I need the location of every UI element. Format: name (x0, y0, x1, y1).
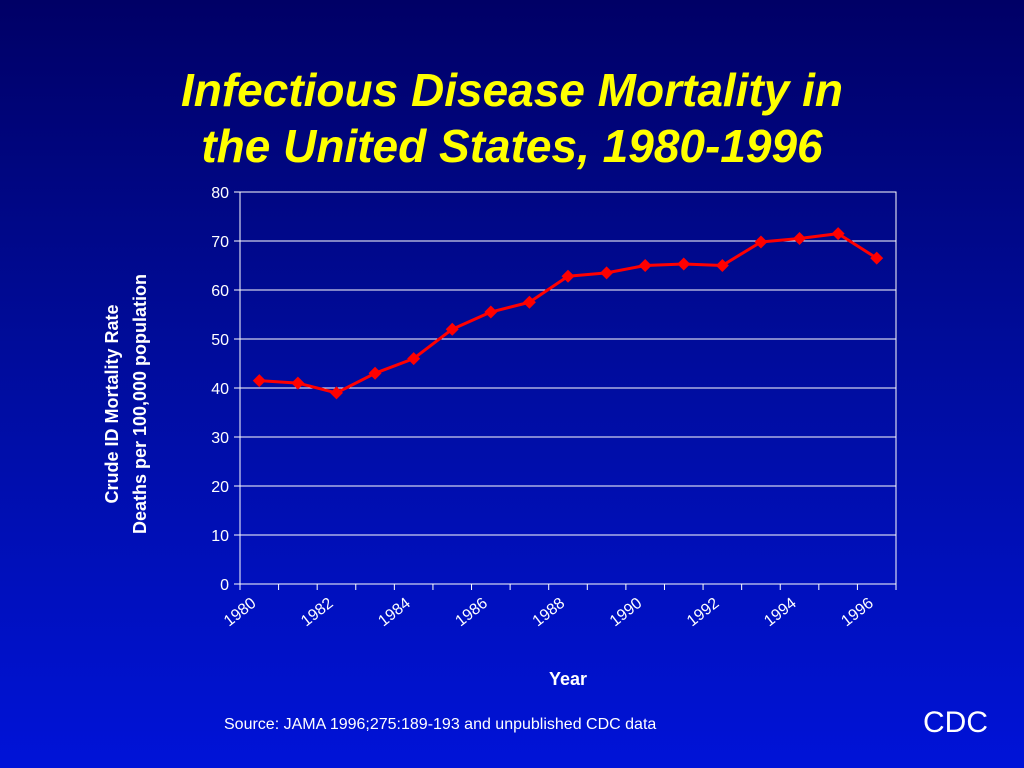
x-tick-label: 1982 (298, 595, 337, 630)
y-tick-label: 30 (211, 430, 229, 447)
data-point (793, 232, 807, 246)
series-line (259, 232, 878, 395)
data-point (638, 259, 652, 272)
data-point (561, 269, 575, 283)
x-tick-label: 1986 (453, 595, 492, 630)
x-tick-label: 1984 (375, 595, 414, 630)
x-tick-label: 1990 (607, 595, 646, 630)
data-point (484, 305, 498, 319)
data-point (368, 366, 382, 380)
data-point (407, 352, 421, 366)
y-axis-title-line-1: Crude ID Mortality Rate (102, 304, 122, 503)
source-note: Source: JAMA 1996;275:189-193 and unpubl… (224, 716, 657, 733)
data-point (291, 376, 305, 390)
y-tick-label: 70 (211, 234, 229, 251)
data-point (715, 259, 729, 272)
x-tick-label: 1994 (761, 595, 800, 630)
organization-label: CDC (923, 706, 988, 739)
y-tick-label: 40 (211, 381, 229, 398)
data-point (445, 322, 459, 336)
data-point (522, 295, 536, 309)
data-point (754, 235, 768, 249)
data-point (677, 257, 691, 271)
y-tick-label: 80 (211, 185, 229, 202)
data-point (831, 227, 845, 241)
y-tick-label: 0 (220, 577, 229, 594)
data-point (329, 386, 343, 400)
y-tick-label: 10 (211, 528, 229, 545)
x-tick-label: 1988 (530, 595, 569, 630)
slide-title: Infectious Disease Mortality in the Unit… (0, 62, 1024, 174)
x-tick-label: 1980 (221, 595, 260, 630)
x-tick-label: 1992 (684, 595, 723, 630)
y-tick-label: 20 (211, 479, 229, 496)
data-point (252, 374, 266, 388)
slide-title-line-2: the United States, 1980-1996 (201, 120, 823, 172)
y-axis-title-line-2: Deaths per 100,000 population (130, 274, 150, 534)
slide-title-line-1: Infectious Disease Mortality in (180, 64, 844, 116)
data-point (600, 266, 614, 280)
y-tick-label: 50 (211, 332, 229, 349)
x-tick-label: 1996 (838, 595, 877, 630)
data-point (870, 251, 884, 265)
x-axis-title: Year (549, 669, 587, 689)
y-tick-label: 60 (211, 283, 229, 300)
